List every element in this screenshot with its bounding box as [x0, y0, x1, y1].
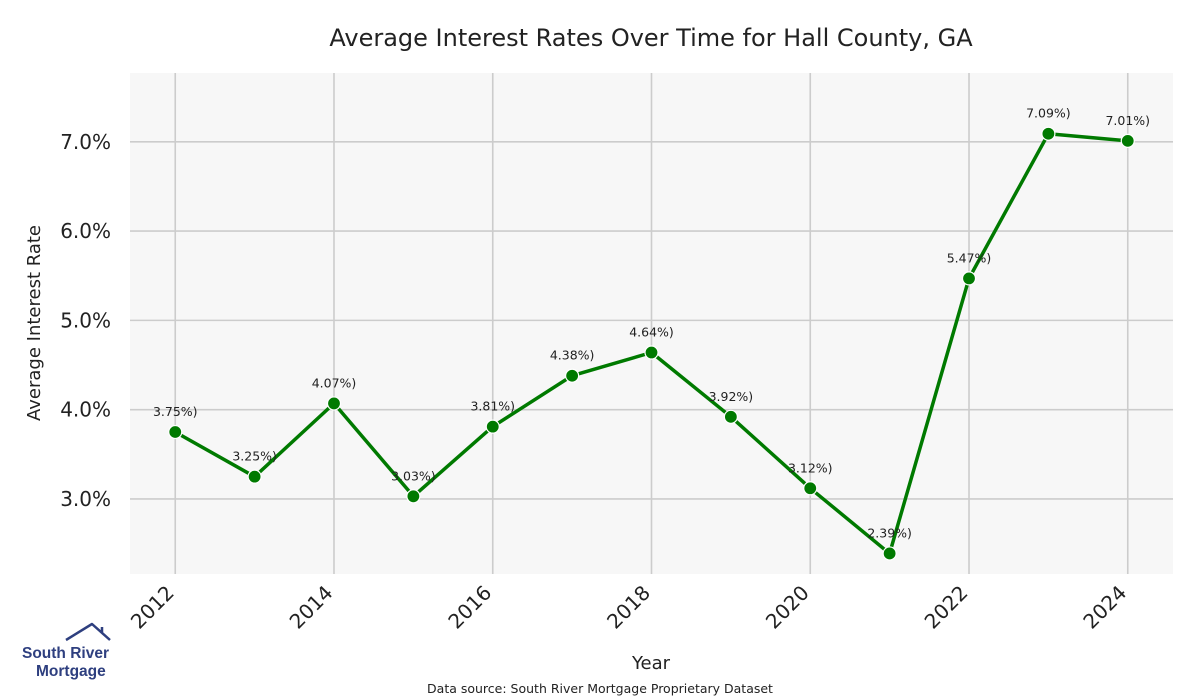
data-label: 3.75%) [153, 404, 198, 419]
x-tick-label: 2024 [1078, 581, 1131, 634]
data-label: 4.07%) [312, 375, 357, 390]
data-points [168, 126, 1135, 561]
data-point [644, 345, 659, 360]
data-point [1120, 133, 1135, 148]
x-tick-label: 2014 [285, 581, 338, 634]
data-point [247, 469, 262, 484]
data-point [723, 409, 738, 424]
data-source-note: Data source: South River Mortgage Propri… [427, 681, 773, 696]
logo-line-1: South River [22, 645, 109, 662]
data-point [565, 368, 580, 383]
data-label: 3.81%) [470, 399, 515, 414]
data-point [168, 424, 183, 440]
data-label: 3.25%) [232, 449, 277, 464]
y-tick-label: 3.0% [60, 487, 111, 511]
data-point [326, 396, 342, 411]
grid [130, 73, 1173, 574]
y-tick-label: 6.0% [60, 219, 111, 243]
data-point [882, 546, 897, 561]
house-roof-icon [65, 622, 111, 642]
y-tick-label: 5.0% [60, 308, 111, 332]
data-labels: 3.75%) 3.25%) 4.07%) 3.03%) 3.81%) 4.38%) 4.64… [153, 106, 1150, 541]
data-point [1041, 126, 1056, 141]
data-label: 7.09%) [1026, 106, 1071, 121]
chart-title: Average Interest Rates Over Time for Hal… [329, 24, 973, 52]
x-axis-label: Year [631, 653, 671, 674]
y-tick-label: 7.0% [60, 130, 111, 154]
data-label: 3.92%) [709, 389, 754, 404]
logo: South River Mortgage [22, 622, 111, 680]
y-axis-ticks: 3.0% 4.0% 5.0% 6.0% 7.0% [60, 130, 111, 511]
x-tick-label: 2022 [920, 581, 973, 634]
y-tick-label: 4.0% [60, 398, 111, 422]
data-label: 7.01%) [1105, 113, 1150, 128]
x-tick-label: 2012 [126, 581, 179, 634]
data-label: 4.64%) [629, 325, 674, 340]
data-label: 4.38%) [550, 348, 595, 363]
x-tick-label: 2016 [443, 581, 496, 634]
x-axis-ticks: 2012 2014 2016 2018 2020 2022 2024 [126, 581, 1131, 634]
x-tick-label: 2020 [761, 581, 814, 634]
data-label: 3.12%) [788, 460, 833, 475]
data-point [961, 271, 977, 286]
data-label: 2.39%) [867, 525, 912, 540]
data-label: 5.47%) [947, 250, 992, 265]
y-axis-label: Average Interest Rate [24, 225, 45, 421]
data-label: 3.03%) [391, 468, 436, 483]
x-tick-label: 2018 [602, 581, 655, 634]
data-point [406, 489, 421, 504]
logo-line-2: Mortgage [36, 663, 106, 680]
data-point [803, 481, 818, 496]
data-point [485, 419, 500, 434]
